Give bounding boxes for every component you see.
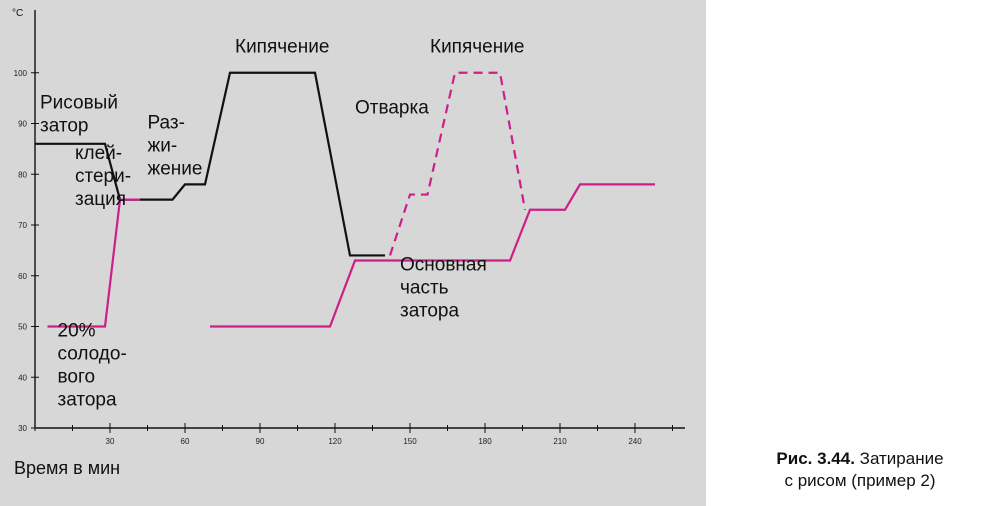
annotation-6: Отварка <box>355 97 429 118</box>
y-tick-label: 70 <box>18 221 27 230</box>
y-tick-label: 80 <box>18 170 27 179</box>
annotation-line: Рисовый <box>40 92 118 113</box>
figure-caption: Рис. 3.44. Затирание с рисом (пример 2) <box>735 448 985 492</box>
chart-figure: 30 40 50 60 70 80 90 100 °C 30 60 90 120 150 180 210 240… <box>0 0 706 506</box>
annotation-line: жение <box>148 159 203 180</box>
annotation-line: Отварка <box>355 97 429 118</box>
annotation-line: зация <box>75 189 126 210</box>
annotation-5: Кипячение <box>430 36 524 57</box>
caption-text-line2: с рисом (пример 2) <box>784 471 936 490</box>
annotation-line: затор <box>40 115 88 136</box>
annotation-2: клей-стери-зация <box>75 143 131 210</box>
y-tick-label: 40 <box>18 373 27 382</box>
x-tick-label: 210 <box>553 437 567 446</box>
annotation-line: Кипячение <box>430 36 524 57</box>
annotation-line: затора <box>400 301 459 322</box>
annotation-line: Кипячение <box>235 36 329 57</box>
x-tick-label: 180 <box>478 437 492 446</box>
series-line-1 <box>35 71 385 257</box>
annotation-line: Раз- <box>148 113 185 134</box>
annotation-1: Рисовый затор <box>40 92 118 136</box>
x-tick-label: 150 <box>403 437 417 446</box>
caption-text-line1: Затирание <box>859 449 944 468</box>
x-tick-label: 240 <box>628 437 642 446</box>
x-tick-label: 120 <box>328 437 342 446</box>
annotation-line: Основная <box>400 255 487 276</box>
series-line-3 <box>210 183 655 328</box>
annotation-line: вого <box>58 367 96 388</box>
annotation-line: солодо- <box>58 344 127 365</box>
annotation-7: Основная часть затора <box>400 255 487 322</box>
annotation-line: 20% <box>58 321 96 342</box>
x-tick-label: 60 <box>181 437 190 446</box>
y-tick-label: 100 <box>14 69 28 78</box>
y-unit-label: °C <box>12 8 23 19</box>
chart-svg: 30 40 50 60 70 80 90 100 °C 30 60 90 120 150 180 210 240… <box>12 8 685 478</box>
x-axis-label: Время в мин <box>14 458 120 478</box>
annotation-4: Кипячение <box>235 36 329 57</box>
annotation-line: часть <box>400 278 449 299</box>
annotation-line: клей- <box>75 143 122 164</box>
y-tick-label: 50 <box>18 323 27 332</box>
annotation-8: 20% солодо-вого затора <box>58 321 127 411</box>
y-tick-label: 60 <box>18 272 27 281</box>
x-tick-label: 30 <box>106 437 115 446</box>
annotation-3: Раз-жи-жение <box>148 113 203 180</box>
x-tick-label: 90 <box>256 437 265 446</box>
y-tick-label: 30 <box>18 424 27 433</box>
annotation-line: жи- <box>148 136 178 157</box>
series-line-2 <box>47 198 140 328</box>
annotation-line: затора <box>58 390 117 411</box>
annotation-line: стери- <box>75 166 131 187</box>
caption-label: Рис. 3.44. <box>776 449 855 468</box>
series-line-4 <box>388 71 527 256</box>
y-tick-label: 90 <box>18 120 27 129</box>
